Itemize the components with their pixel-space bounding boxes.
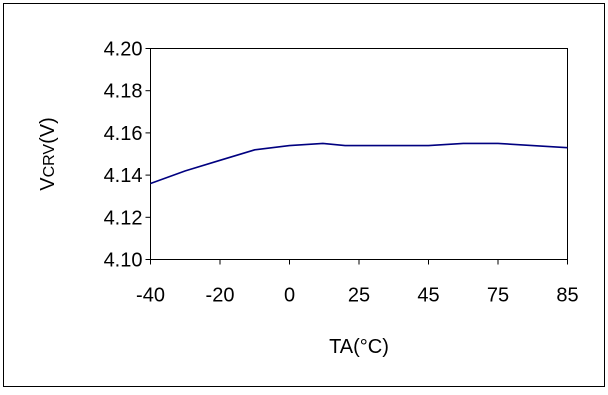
y-axis-label: VCRV(V) xyxy=(37,117,59,191)
y-tick-label: 4.14 xyxy=(104,165,143,187)
y-axis-label-main: V xyxy=(37,177,59,191)
y-axis-label-sub: CRV xyxy=(41,144,58,178)
y-tick-label: 4.20 xyxy=(104,39,143,61)
x-axis: -40 -20 0 25 45 75 85 xyxy=(136,259,579,307)
chart-border xyxy=(3,3,605,387)
x-tick-label: -20 xyxy=(206,285,235,307)
x-tick-label: 45 xyxy=(417,285,439,307)
series-group xyxy=(150,142,568,185)
y-tick-label: 4.12 xyxy=(104,207,143,229)
y-tick-label: 4.10 xyxy=(104,250,143,272)
x-tick-label: 75 xyxy=(487,285,509,307)
x-tick-label: 85 xyxy=(556,285,578,307)
x-axis-label: TA(°C) xyxy=(329,336,389,358)
series-line xyxy=(150,142,568,185)
y-tick-label: 4.16 xyxy=(104,123,143,145)
y-axis-label-unit: (V) xyxy=(37,117,59,144)
x-tick-label: 0 xyxy=(284,285,295,307)
x-tick-label: -40 xyxy=(136,285,165,307)
y-tick-label: 4.18 xyxy=(104,81,143,103)
x-tick-label: 25 xyxy=(348,285,370,307)
y-axis: 4.10 4.12 4.14 4.16 4.18 4.20 xyxy=(104,39,151,272)
